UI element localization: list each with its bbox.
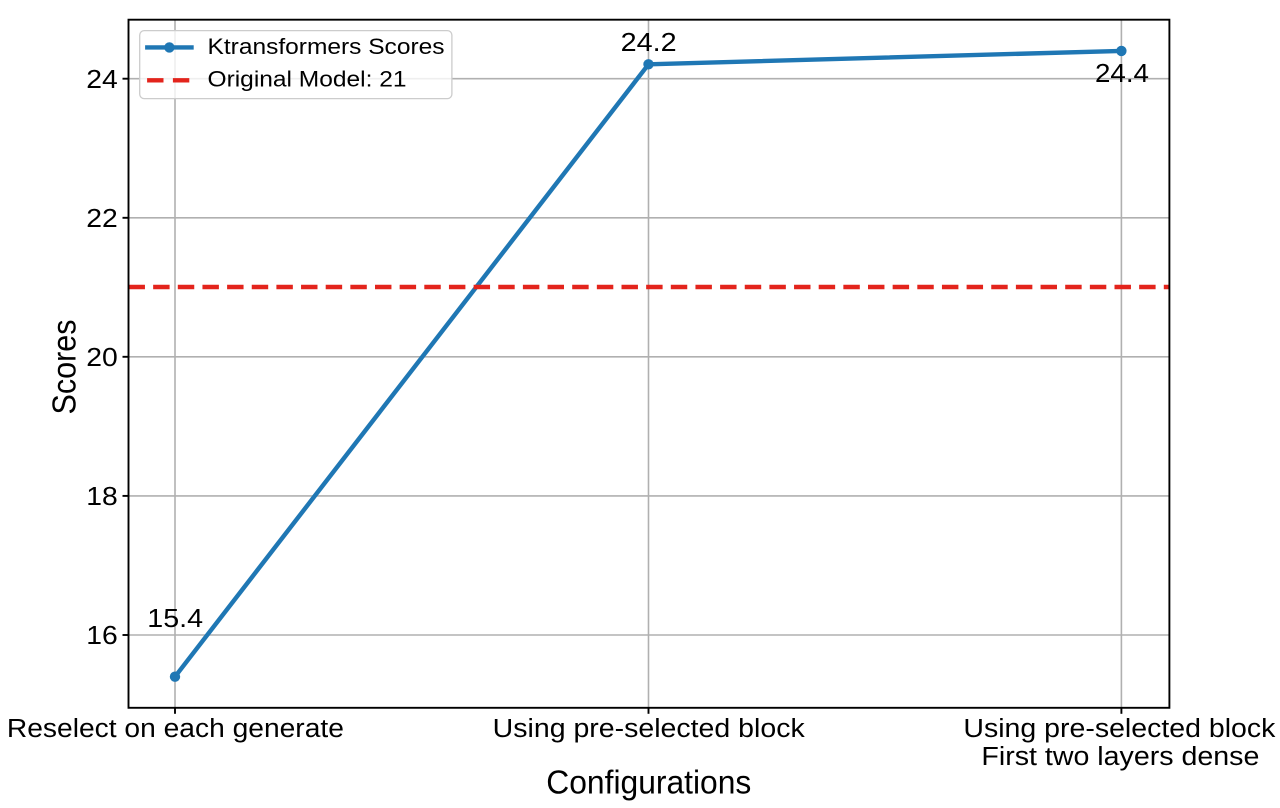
svg-text:Scores: Scores — [46, 320, 83, 415]
svg-text:Using pre-selected block: Using pre-selected block — [493, 715, 805, 743]
svg-text:24: 24 — [86, 66, 118, 94]
svg-text:18: 18 — [86, 483, 118, 511]
svg-text:Using pre-selected block: Using pre-selected block — [963, 715, 1275, 743]
svg-text:Reselect on each generate: Reselect on each generate — [7, 715, 344, 743]
svg-text:24.4: 24.4 — [1095, 60, 1149, 88]
svg-text:16: 16 — [86, 622, 118, 650]
svg-text:Original Model: 21: Original Model: 21 — [208, 66, 407, 91]
svg-text:22: 22 — [86, 205, 118, 233]
svg-text:24.2: 24.2 — [621, 29, 677, 57]
svg-text:20: 20 — [86, 344, 118, 372]
svg-text:Ktransformers Scores: Ktransformers Scores — [208, 34, 445, 59]
svg-text:First two layers dense: First two layers dense — [981, 743, 1259, 771]
svg-text:Configurations: Configurations — [546, 764, 751, 801]
svg-text:15.4: 15.4 — [147, 605, 203, 633]
